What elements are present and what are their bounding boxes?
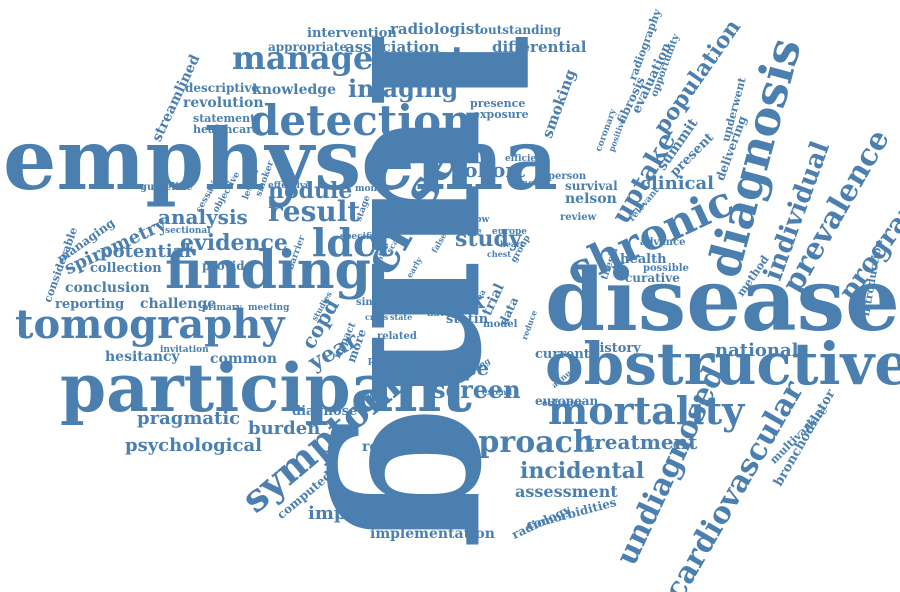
word: radiologist	[390, 20, 482, 38]
word: knowledge	[252, 82, 336, 98]
word: assessment	[515, 482, 618, 501]
word: airflow	[455, 215, 490, 225]
word: collection	[90, 261, 162, 276]
word: challenge	[140, 296, 217, 312]
word: obstructive	[545, 330, 900, 398]
word: presence	[470, 97, 526, 110]
word: patient	[368, 356, 405, 366]
word: exposure	[473, 108, 529, 121]
word: clinical	[640, 173, 715, 194]
word: tomography	[15, 301, 285, 348]
word: advance	[640, 237, 686, 248]
word: nodule	[268, 178, 353, 204]
word: cohort	[452, 158, 526, 182]
word: implementation	[370, 526, 495, 542]
word: common	[210, 351, 278, 367]
word: sectional	[165, 226, 211, 236]
word: disease	[545, 250, 900, 351]
word: survival	[565, 179, 618, 193]
word: cause	[392, 279, 424, 290]
word: effective	[268, 181, 311, 191]
word: european	[535, 394, 599, 408]
word: burden	[248, 418, 321, 439]
word: review	[560, 212, 597, 223]
word: current	[535, 347, 590, 362]
word: come	[455, 227, 482, 237]
word: extend	[482, 387, 513, 397]
word: efficient	[505, 154, 547, 164]
word: intervention	[307, 26, 397, 41]
word: emphysema	[3, 110, 558, 209]
word: mortality	[548, 388, 745, 433]
word: chest	[487, 249, 511, 259]
word: single	[356, 297, 390, 308]
word: reduction	[362, 439, 439, 455]
word: month	[355, 184, 388, 194]
word: ldct	[312, 220, 394, 265]
word: health	[620, 252, 667, 267]
word: management	[232, 39, 466, 77]
word: conclusion	[65, 280, 150, 296]
word: cross	[365, 312, 389, 322]
word: pragmatic	[137, 408, 241, 429]
word: invitation	[160, 345, 209, 355]
word: evidence	[180, 230, 288, 256]
word: descriptive	[185, 81, 260, 95]
word: risk	[437, 288, 485, 314]
word: hesitancy	[105, 349, 180, 365]
word: curative	[625, 271, 680, 285]
word: imaging	[348, 74, 459, 103]
word: revolution	[183, 95, 264, 111]
word: implementing	[308, 503, 450, 524]
word: enhance	[542, 399, 585, 409]
word: psychological	[125, 435, 262, 456]
word: diagnose	[292, 404, 358, 419]
word: person	[548, 171, 587, 182]
word: guideline	[140, 182, 193, 193]
word: poor	[420, 294, 441, 304]
word: national	[715, 340, 799, 361]
word: heart	[500, 239, 524, 249]
word: approach	[438, 425, 595, 460]
word: study	[455, 226, 522, 252]
word: statement	[193, 112, 256, 125]
word: concern	[510, 179, 551, 189]
word: outstanding	[480, 23, 562, 37]
word: association	[345, 38, 440, 56]
word: primary	[202, 303, 242, 313]
word: specific	[340, 232, 379, 242]
word: finding	[165, 240, 371, 301]
word: healthcare	[193, 123, 259, 136]
word: meeting	[248, 303, 290, 313]
word: model	[483, 319, 518, 330]
word: appropriate	[268, 40, 348, 54]
word: analysis	[158, 205, 248, 229]
word: reporting	[55, 297, 125, 312]
word: differential	[492, 38, 587, 56]
word: possible	[643, 263, 689, 274]
word: provide	[202, 259, 253, 273]
word: screen	[432, 375, 521, 404]
word: treatment	[585, 430, 698, 454]
word: nelson	[565, 191, 617, 207]
word: participant	[60, 349, 472, 427]
word: related	[377, 331, 417, 342]
word: potential	[100, 241, 192, 262]
word: europe	[492, 227, 528, 237]
word: incidental	[520, 458, 645, 484]
word: have	[427, 309, 451, 319]
word: state	[390, 312, 413, 322]
word: history	[590, 341, 641, 356]
word: detection	[250, 96, 472, 145]
word: case	[440, 356, 490, 380]
word: statin	[446, 312, 489, 327]
word: result	[268, 195, 361, 228]
